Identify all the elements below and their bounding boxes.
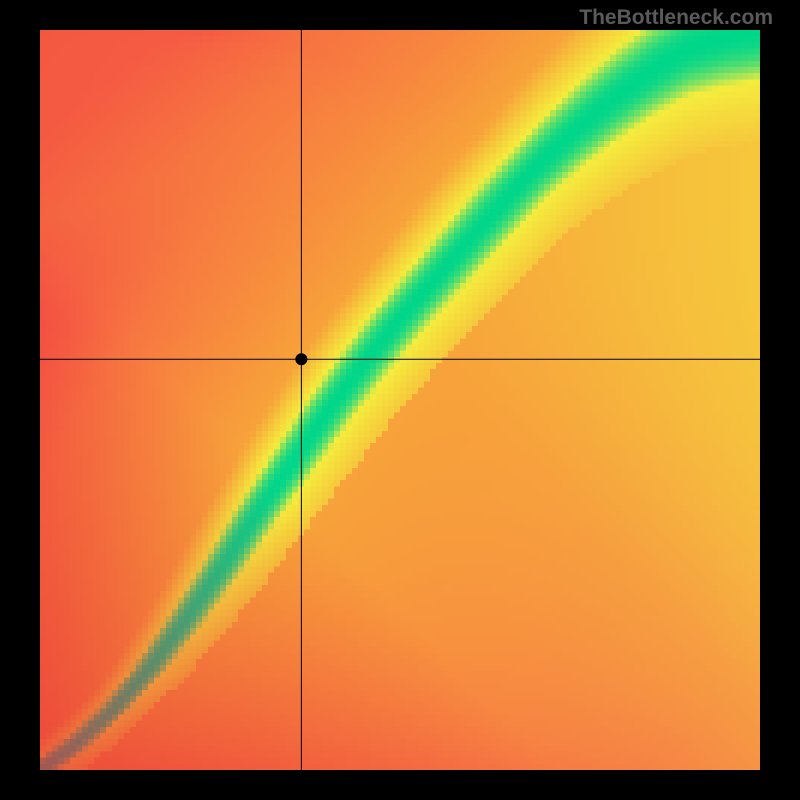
watermark-text: TheBottleneck.com xyxy=(579,6,773,30)
chart-container: TheBottleneck.com xyxy=(0,0,800,800)
bottleneck-heatmap xyxy=(40,30,760,770)
